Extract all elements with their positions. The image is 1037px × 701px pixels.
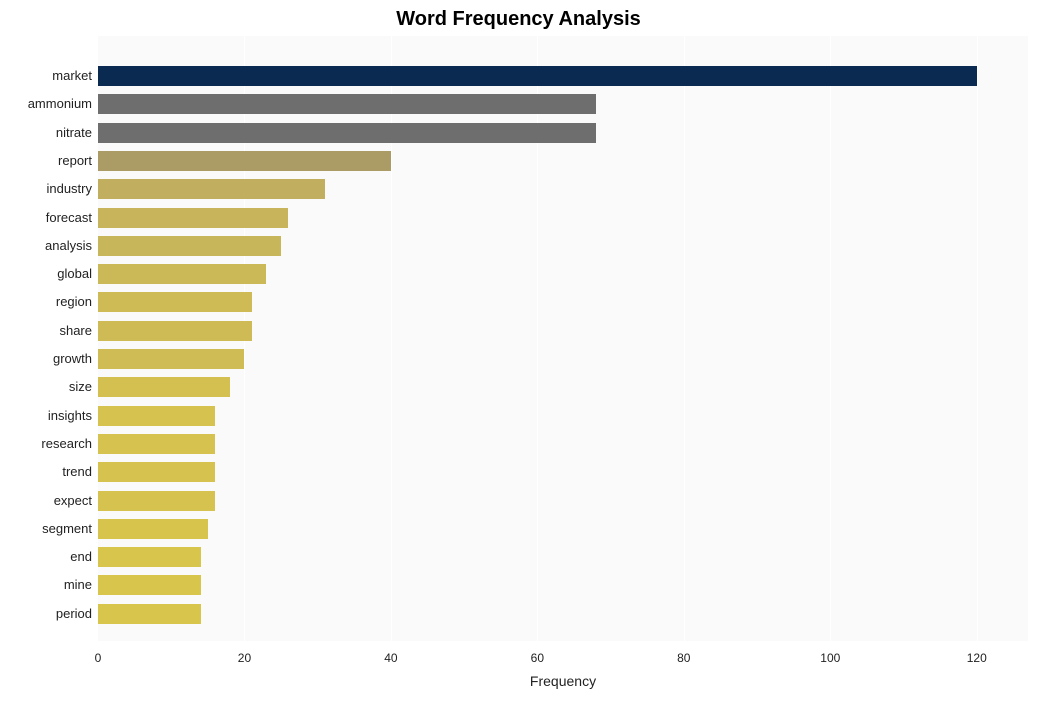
y-tick-label: analysis — [45, 238, 92, 253]
bar — [98, 434, 215, 454]
y-tick-label: insights — [48, 408, 92, 423]
y-tick-label: ammonium — [28, 96, 92, 111]
x-tick-label: 20 — [238, 651, 251, 665]
bar — [98, 575, 201, 595]
y-tick-label: share — [59, 323, 92, 338]
y-tick-label: period — [56, 606, 92, 621]
bar — [98, 321, 252, 341]
bar — [98, 491, 215, 511]
bar — [98, 462, 215, 482]
bar — [98, 547, 201, 567]
bar — [98, 208, 288, 228]
bar — [98, 123, 596, 143]
grid-line — [977, 36, 978, 641]
x-axis-label: Frequency — [98, 673, 1028, 689]
bar — [98, 179, 325, 199]
bar — [98, 604, 201, 624]
bar — [98, 349, 244, 369]
y-tick-label: expect — [54, 493, 92, 508]
bar — [98, 292, 252, 312]
bar — [98, 151, 391, 171]
x-tick-label: 60 — [531, 651, 544, 665]
y-tick-label: industry — [46, 181, 92, 196]
plot-area — [98, 36, 1028, 641]
y-tick-label: end — [70, 549, 92, 564]
y-tick-label: size — [69, 379, 92, 394]
bar — [98, 236, 281, 256]
x-tick-label: 80 — [677, 651, 690, 665]
y-tick-label: forecast — [46, 210, 92, 225]
x-tick-label: 120 — [967, 651, 987, 665]
x-tick-label: 40 — [384, 651, 397, 665]
y-tick-label: mine — [64, 577, 92, 592]
grid-line — [684, 36, 685, 641]
y-tick-label: segment — [42, 521, 92, 536]
y-tick-label: research — [41, 436, 92, 451]
y-tick-label: market — [52, 68, 92, 83]
bar — [98, 66, 977, 86]
word-frequency-chart: Word Frequency Analysis Frequency 0 20 40 6… — [0, 0, 1037, 701]
y-tick-label: nitrate — [56, 125, 92, 140]
chart-title: Word Frequency Analysis — [0, 8, 1037, 31]
y-tick-label: report — [58, 153, 92, 168]
y-tick-label: global — [57, 266, 92, 281]
y-tick-label: trend — [62, 464, 92, 479]
bar — [98, 377, 230, 397]
bar — [98, 264, 266, 284]
y-tick-label: region — [56, 294, 92, 309]
bar — [98, 94, 596, 114]
bar — [98, 406, 215, 426]
grid-line — [830, 36, 831, 641]
x-tick-label: 0 — [95, 651, 102, 665]
x-tick-label: 100 — [820, 651, 840, 665]
bar — [98, 519, 208, 539]
y-tick-label: growth — [53, 351, 92, 366]
